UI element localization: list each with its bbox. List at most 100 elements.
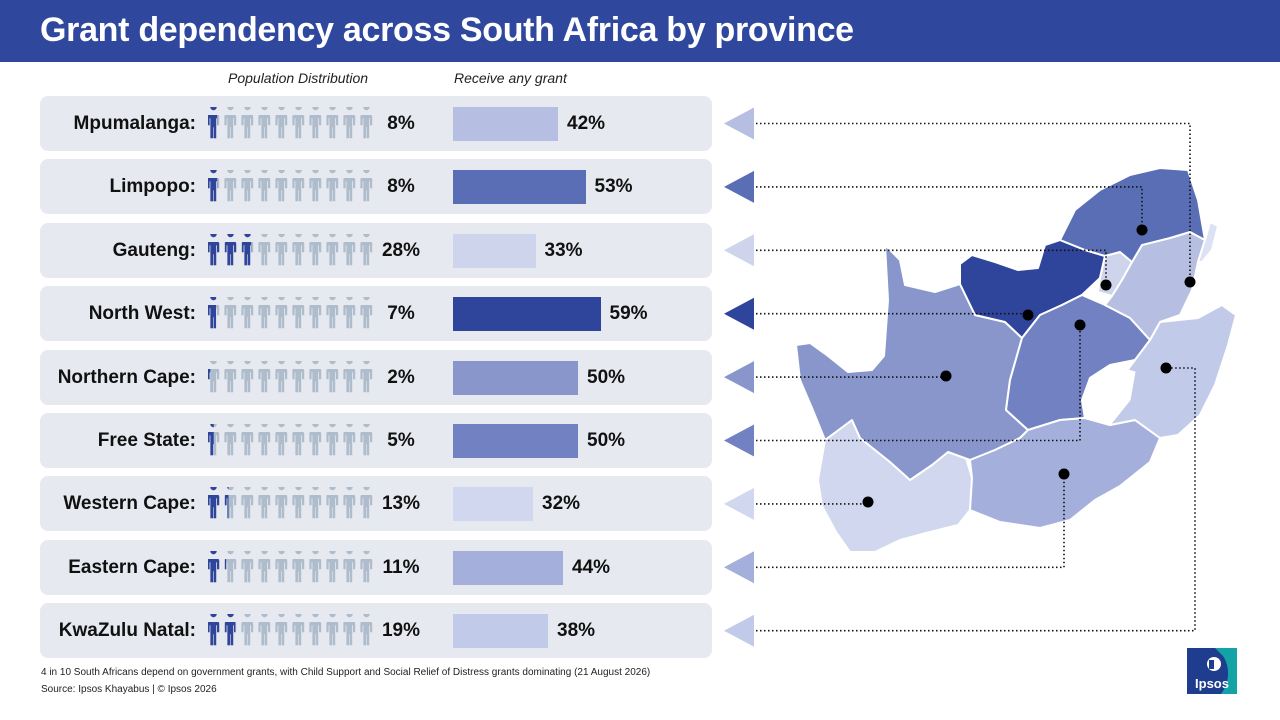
leader-line-mpumalanga [756, 122, 1191, 282]
row-limpopo: Limpopo: 8% 53% [40, 159, 712, 215]
person-icon [224, 550, 237, 582]
person-icon [343, 297, 356, 329]
map-dot-eastern-cape [1058, 468, 1070, 480]
person-icon [258, 614, 271, 646]
row-label: Eastern Cape: [68, 556, 196, 578]
person-icon [275, 424, 288, 456]
page-title: Grant dependency across South Africa by … [40, 11, 854, 49]
person-icon [275, 233, 288, 265]
grant-column-header: Receive any grant [454, 70, 567, 86]
grant-value: 53% [594, 176, 633, 198]
population-column-header: Population Distribution [228, 70, 369, 86]
row-label: Mpumalanga: [73, 113, 196, 134]
title-bar: Grant dependency across South Africa by … [0, 0, 1280, 62]
person-icon [224, 107, 237, 139]
ipsos-logo-mark: Ipsos [1187, 648, 1237, 694]
grant-value: 32% [542, 493, 581, 515]
population-value: 5% [387, 430, 415, 451]
person-icon-filled [208, 170, 218, 202]
person-icon [343, 550, 356, 582]
map-dot-gauteng [1100, 279, 1112, 291]
grant-bar [453, 550, 563, 585]
ipsos-logo-text: Ipsos [1195, 676, 1229, 691]
person-icon [241, 550, 254, 582]
person-icon [360, 487, 373, 519]
footnote: 4 in 10 South Africans depend on governm… [41, 667, 651, 678]
grant-bar [453, 614, 548, 649]
marker-triangle-mpumalanga [724, 107, 754, 140]
leader-line-free-state [756, 325, 1081, 442]
population-value: 13% [381, 493, 421, 515]
person-icon [326, 107, 339, 139]
person-icon [360, 614, 373, 646]
person-icon [292, 487, 305, 519]
person-icon [309, 487, 322, 519]
grant-bar [453, 424, 578, 458]
grant-value: 59% [609, 303, 648, 325]
row-label: Gauteng: [112, 239, 196, 261]
population-value: 19% [381, 620, 421, 642]
person-icon-filled [208, 550, 220, 582]
grant-bar [453, 233, 536, 268]
marker-triangle-free-state [724, 424, 754, 457]
person-icon [360, 297, 373, 329]
row-kwazulu-natal: KwaZulu Natal: 19% 38% [40, 603, 712, 659]
grant-value: 33% [544, 239, 583, 261]
grant-value: 42% [567, 113, 606, 134]
person-icon [275, 614, 288, 646]
map-dot-north-west [1022, 309, 1034, 321]
population-value: 7% [387, 303, 415, 325]
grant-value: 50% [587, 430, 626, 451]
person-icon [258, 297, 271, 329]
person-icon [241, 360, 254, 392]
population-value: 8% [387, 113, 415, 134]
ipsos-logo: Ipsos [1187, 648, 1237, 694]
person-icon [360, 170, 373, 202]
person-icon-filled [225, 233, 237, 265]
person-icon [343, 360, 356, 392]
person-icon [360, 550, 373, 582]
person-icon [343, 233, 356, 265]
row-label: North West: [88, 303, 196, 325]
population-icons [208, 614, 373, 646]
row-mpumalanga: Mpumalanga: 8% 42% [40, 96, 712, 151]
person-icon-filled [208, 487, 220, 519]
person-icon [292, 360, 305, 392]
person-icon-filled [225, 614, 236, 646]
population-icons [208, 170, 373, 202]
person-icon [258, 487, 271, 519]
person-icon [224, 297, 237, 329]
person-icon [326, 360, 339, 392]
grant-value: 38% [557, 620, 596, 642]
person-icon [343, 614, 356, 646]
marker-triangle-limpopo [724, 170, 754, 203]
person-icon [292, 614, 305, 646]
person-icon [326, 233, 339, 265]
person-icon [241, 170, 254, 202]
map-eswatini [1197, 221, 1219, 263]
person-icon [292, 170, 305, 202]
person-icon [309, 614, 322, 646]
person-icon [309, 233, 322, 265]
person-icon [258, 107, 271, 139]
person-icon [360, 360, 373, 392]
population-icons [208, 107, 373, 139]
person-icon [360, 233, 373, 265]
person-icon-filled [225, 558, 227, 569]
leader-line-kwazulu-natal [756, 367, 1196, 632]
person-icon [343, 170, 356, 202]
person-icon [292, 233, 305, 265]
grant-value: 50% [587, 366, 626, 388]
person-icon [309, 297, 322, 329]
person-icon-filled [208, 233, 220, 265]
population-icons [208, 487, 373, 519]
marker-triangle-gauteng [724, 234, 754, 267]
person-icon [309, 360, 322, 392]
map-dot-western-cape [862, 496, 874, 508]
row-label: KwaZulu Natal: [58, 620, 196, 642]
grant-bar [453, 107, 558, 141]
person-icon [326, 424, 339, 456]
map-connectors [724, 107, 1196, 647]
map-limpopo [1059, 167, 1206, 263]
